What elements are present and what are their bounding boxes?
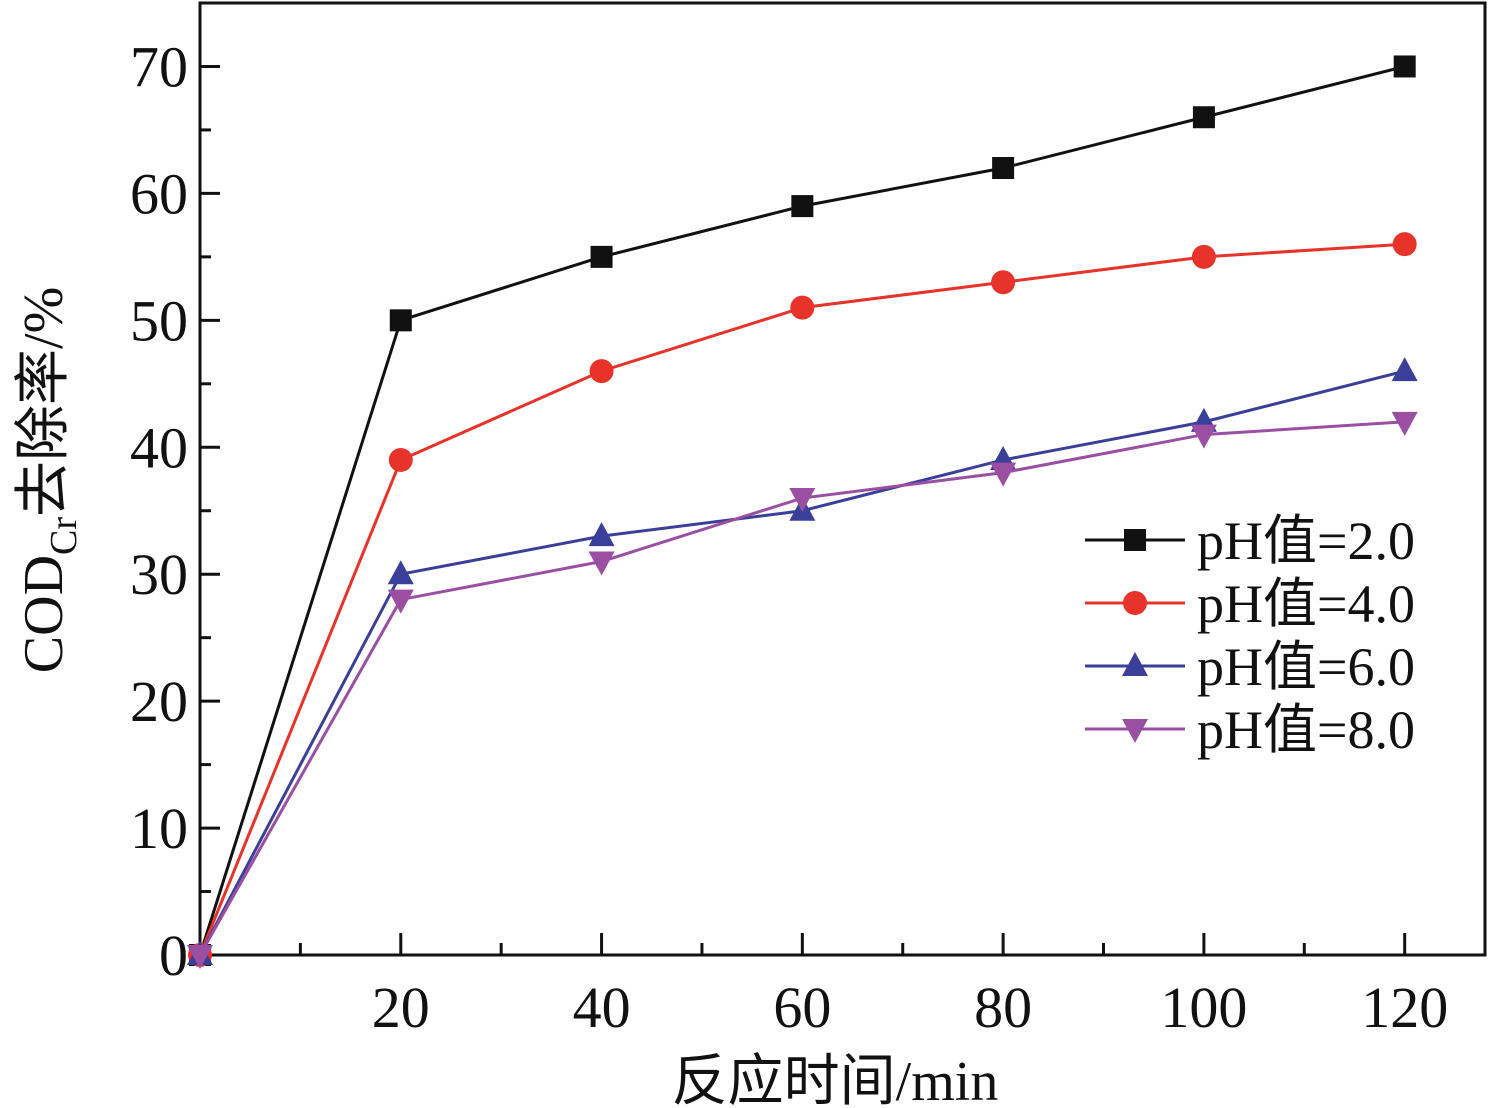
data-point	[991, 270, 1016, 295]
y-tick-label: 0	[159, 923, 188, 988]
data-point	[590, 245, 613, 268]
data-point	[387, 560, 414, 585]
x-tick-label: 80	[974, 975, 1032, 1040]
x-tick-label: 40	[573, 975, 631, 1040]
legend-item: pH值=6.0	[1085, 637, 1415, 697]
x-axis-title: 反应时间/min	[672, 1051, 999, 1108]
y-axis-title: CODCr去除率/%	[13, 287, 85, 673]
legend-item: pH值=4.0	[1085, 574, 1415, 634]
data-point	[1192, 106, 1215, 129]
legend-label: pH值=4.0	[1197, 574, 1415, 634]
data-point	[1391, 411, 1418, 436]
data-point	[589, 359, 614, 384]
series-4	[187, 411, 1418, 969]
legend-marker	[1124, 529, 1146, 551]
y-axis-title-main: COD	[13, 555, 75, 673]
y-tick-label: 10	[130, 796, 188, 861]
x-tick-label: 120	[1361, 975, 1448, 1040]
data-point	[791, 195, 814, 218]
y-tick-label: 20	[130, 669, 188, 734]
data-point	[387, 589, 414, 614]
y-tick-label: 60	[130, 161, 188, 226]
data-point	[588, 551, 615, 576]
data-point	[1393, 55, 1416, 78]
legend-marker	[1122, 652, 1148, 676]
x-axis-ticks: 20 40 60 80 100 120	[298, 933, 1448, 1040]
legend-marker	[1122, 719, 1148, 743]
data-point	[389, 309, 412, 332]
data-point	[588, 522, 615, 547]
y-tick-label: 70	[130, 34, 188, 99]
data-point	[790, 295, 815, 320]
series-layer	[187, 55, 1418, 969]
data-point	[187, 945, 213, 969]
data-point	[1392, 232, 1417, 257]
plot-frame	[198, 1, 1487, 957]
y-axis-title-tail: 去除率/%	[13, 287, 75, 517]
data-point	[1191, 244, 1216, 269]
y-tick-label: 40	[130, 415, 188, 480]
legend-marker	[1123, 591, 1147, 615]
plot-border	[198, 1, 1487, 957]
legend-item: pH值=8.0	[1085, 700, 1415, 760]
data-point	[789, 488, 816, 513]
data-point	[1391, 357, 1418, 382]
data-point	[388, 447, 413, 472]
legend-label: pH值=6.0	[1197, 637, 1415, 697]
legend-label: pH值=2.0	[1197, 511, 1415, 571]
x-tick-label: 20	[372, 975, 430, 1040]
data-point	[992, 157, 1015, 180]
legend-item: pH值=2.0	[1085, 511, 1415, 571]
y-tick-label: 50	[130, 288, 188, 353]
series-2	[188, 232, 1417, 967]
x-tick-label: 100	[1160, 975, 1247, 1040]
data-point	[1190, 424, 1217, 449]
x-tick-label: 60	[773, 975, 831, 1040]
data-point	[990, 462, 1017, 487]
y-axis-title-subscript: Cr	[43, 517, 85, 555]
legend-label: pH值=8.0	[1197, 700, 1415, 760]
y-tick-label: 30	[130, 542, 188, 607]
y-axis-ticks: 0 10 20 30 40 50 60 70	[130, 34, 220, 988]
